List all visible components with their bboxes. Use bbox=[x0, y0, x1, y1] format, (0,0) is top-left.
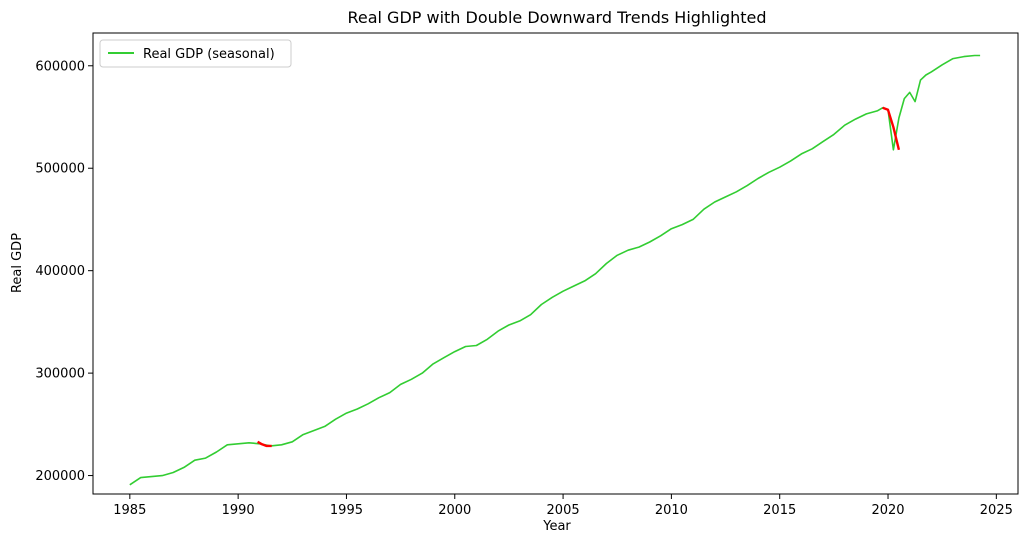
legend-label: Real GDP (seasonal) bbox=[143, 47, 275, 62]
x-tick-label: 1995 bbox=[330, 503, 363, 518]
downward-trend-highlight bbox=[882, 106, 901, 151]
x-tick-label: 2025 bbox=[980, 503, 1013, 518]
x-tick-label: 1990 bbox=[222, 503, 255, 518]
chart-title: Real GDP with Double Downward Trends Hig… bbox=[347, 8, 766, 27]
downward-trend-highlight bbox=[257, 440, 272, 448]
plot-frame bbox=[92, 32, 1019, 495]
x-tick-label: 2015 bbox=[763, 503, 796, 518]
legend-box bbox=[99, 39, 292, 68]
axis-ticks: 1985 1990 1995 2000 2005 2010 2015 2020 2025 2000… bbox=[35, 59, 1013, 518]
y-axis-label: Real GDP bbox=[10, 233, 25, 293]
gdp-series-line bbox=[129, 54, 981, 486]
x-tick-label: 2020 bbox=[871, 503, 904, 518]
legend: Real GDP (seasonal) bbox=[99, 39, 292, 68]
plot-lines bbox=[129, 54, 981, 486]
y-tick-label: 300000 bbox=[35, 367, 85, 382]
x-tick-label: 1985 bbox=[113, 503, 146, 518]
x-tick-label: 2005 bbox=[547, 503, 580, 518]
x-axis-label: Year bbox=[542, 519, 571, 534]
y-tick-label: 400000 bbox=[35, 264, 85, 279]
x-tick-label: 2000 bbox=[438, 503, 471, 518]
y-tick-label: 500000 bbox=[35, 162, 85, 177]
x-tick-label: 2010 bbox=[655, 503, 688, 518]
y-tick-label: 200000 bbox=[35, 469, 85, 484]
y-tick-label: 600000 bbox=[35, 59, 85, 74]
